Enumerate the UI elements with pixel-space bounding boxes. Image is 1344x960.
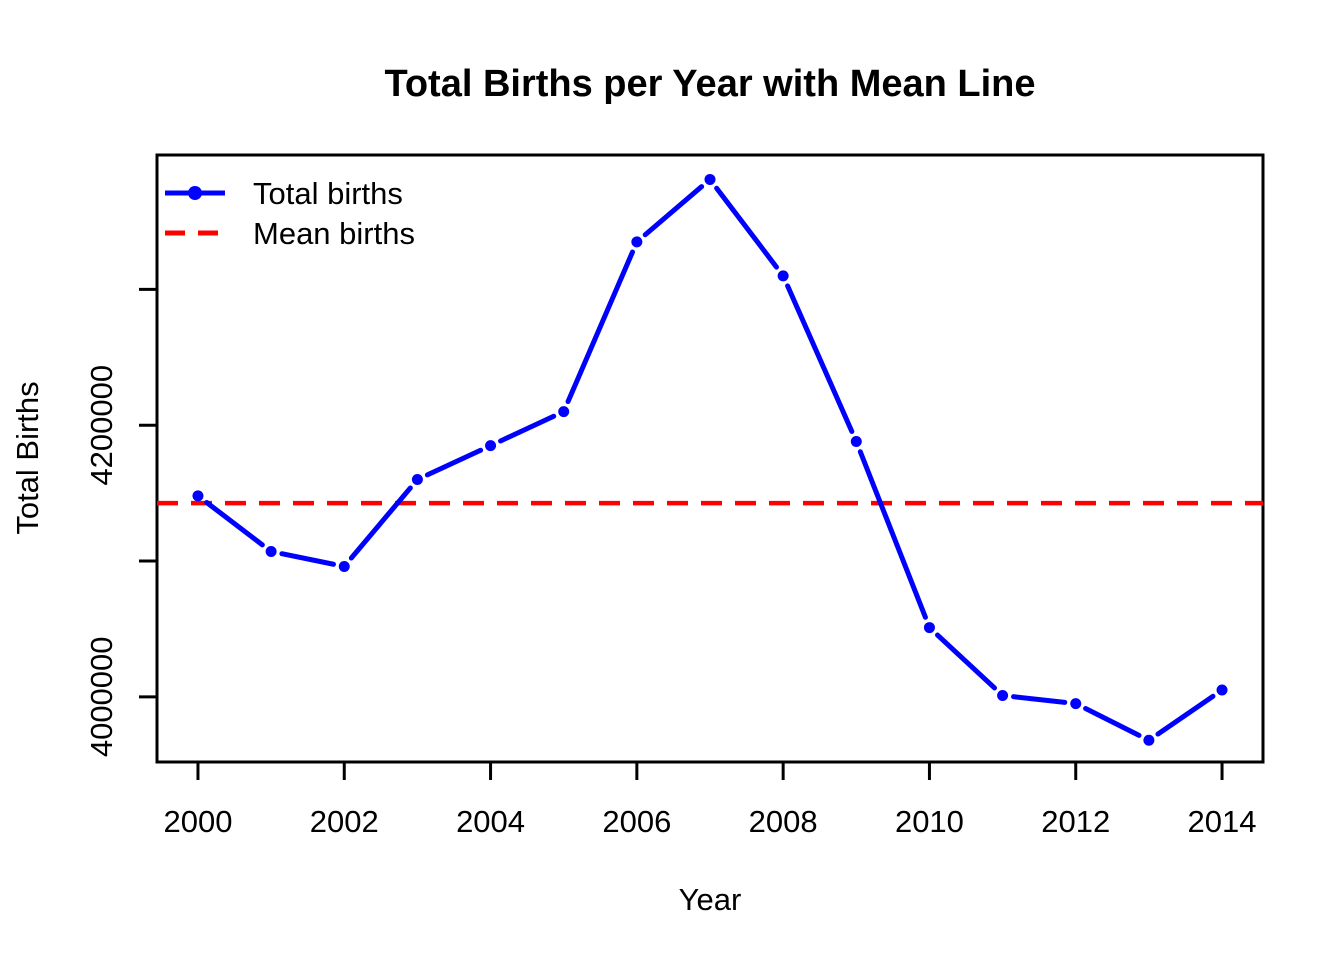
data-point (777, 270, 789, 282)
y-tick-label: 4000000 (84, 636, 119, 757)
data-point (997, 689, 1009, 701)
line-segment (785, 283, 855, 434)
line-segment (642, 184, 705, 238)
line-segment (204, 500, 265, 548)
y-axis-label: Total Births (10, 381, 45, 534)
legend-total-births-label: Total births (253, 176, 403, 211)
x-tick-label: 2000 (163, 804, 232, 839)
x-tick-label: 2008 (749, 804, 818, 839)
data-point (850, 436, 862, 448)
line-segment (857, 449, 928, 620)
x-tick-label: 2002 (310, 804, 379, 839)
chart-legend: Total births Mean births (165, 176, 415, 251)
line-segment (565, 249, 635, 405)
x-axis: 2000 2002 2004 2006 2008 2010 2012 2014 (163, 762, 1257, 839)
line-segment (498, 413, 557, 444)
total-births-line (204, 184, 1216, 738)
data-point (923, 622, 935, 634)
legend-mean-births-label: Mean births (253, 216, 415, 251)
chart-title: Total Births per Year with Mean Line (384, 63, 1035, 105)
total-births-points (192, 173, 1228, 746)
data-point (192, 490, 204, 502)
x-tick-label: 2012 (1041, 804, 1110, 839)
legend-total-births-marker (188, 186, 202, 200)
data-point (338, 560, 350, 572)
x-tick-label: 2014 (1188, 804, 1257, 839)
data-point (1143, 734, 1155, 746)
data-point (1070, 698, 1082, 710)
y-axis: 4000000 4200000 (84, 287, 157, 757)
data-point (265, 546, 277, 558)
data-point (631, 236, 643, 248)
plot-box (155, 153, 1265, 764)
x-tick-label: 2006 (602, 804, 671, 839)
x-tick-label: 2010 (895, 804, 964, 839)
line-segment (1011, 694, 1068, 705)
line-segment (935, 632, 998, 691)
line-segment (714, 185, 779, 270)
data-point (704, 173, 716, 185)
data-point (411, 474, 423, 486)
data-point (558, 406, 570, 418)
data-point (485, 440, 497, 452)
x-tick-label: 2004 (456, 804, 525, 839)
line-segment (348, 485, 413, 561)
x-axis-label: Year (679, 882, 742, 917)
line-segment (1155, 693, 1216, 737)
line-segment (424, 447, 484, 478)
line-segment (279, 551, 336, 567)
data-point (1216, 684, 1228, 696)
y-tick-label: 4200000 (84, 365, 119, 486)
line-segment (1083, 706, 1142, 738)
